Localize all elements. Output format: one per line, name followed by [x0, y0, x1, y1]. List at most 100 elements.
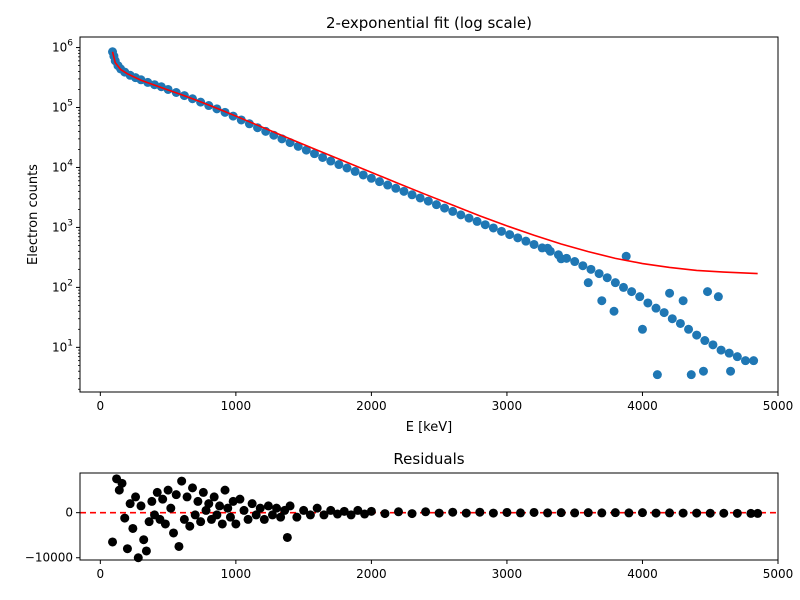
main-chart-point — [318, 152, 328, 162]
main-chart-point — [448, 206, 458, 216]
main-chart-point — [586, 264, 596, 274]
residuals-chart-point — [276, 512, 286, 522]
main-chart-point — [602, 273, 612, 283]
residuals-chart-x-axis: 0 1000 2000 3000 4000 5000 — [97, 560, 793, 581]
main-chart-point — [621, 251, 631, 261]
residuals-chart-point — [182, 492, 192, 502]
residuals-chart-point — [217, 519, 227, 529]
residuals-chart-x-tick-label: 2000 — [356, 567, 387, 581]
main-chart-point — [635, 292, 645, 302]
residuals-chart-point — [665, 508, 675, 518]
main-chart-point — [684, 324, 694, 334]
main-chart-x-tick-label: 0 — [97, 399, 105, 413]
residuals-chart-point — [502, 507, 512, 517]
main-chart-point — [431, 200, 441, 210]
residuals-chart-point — [125, 499, 135, 509]
main-chart-y-axis: 101 102 103 104 105 106 — [52, 39, 80, 390]
residuals-chart-point — [719, 508, 729, 518]
residuals-chart-point — [282, 532, 292, 542]
residuals-chart-point — [543, 508, 553, 518]
residuals-chart-point — [141, 546, 151, 556]
main-chart-point — [749, 356, 759, 366]
main-chart-point — [513, 233, 523, 243]
residuals-chart-x-tick-label: 4000 — [627, 567, 658, 581]
residuals-chart-point — [177, 476, 187, 486]
main-chart-point — [293, 141, 303, 151]
main-chart-point — [309, 149, 319, 159]
residuals-chart-point — [169, 528, 179, 538]
residuals-chart-x-tick-label: 3000 — [492, 567, 523, 581]
residuals-chart-point — [158, 494, 168, 504]
residuals-chart-y-tick-label: −10000 — [25, 551, 73, 565]
residuals-chart-point — [117, 478, 127, 488]
residuals-chart-point — [108, 537, 118, 547]
residuals-chart-point — [201, 505, 211, 515]
main-chart-x-tick-label: 1000 — [221, 399, 252, 413]
residuals-chart-y-tick-label: 0 — [65, 506, 73, 520]
main-chart-point — [627, 287, 637, 297]
residuals-chart-point — [583, 508, 593, 518]
residuals-chart-point — [228, 496, 238, 506]
main-chart-point — [480, 220, 490, 230]
residuals-chart-point — [624, 508, 634, 518]
main-chart-marks — [108, 47, 759, 380]
main-chart-point — [708, 340, 718, 350]
main-chart-point — [667, 314, 677, 324]
residuals-chart-point — [174, 541, 184, 551]
residuals-chart-point — [529, 507, 539, 517]
main-chart-point — [732, 352, 742, 362]
main-chart-y-label: Electron counts — [26, 164, 41, 265]
residuals-chart-point — [515, 508, 525, 518]
residuals-chart-point — [231, 519, 241, 529]
main-chart-point — [456, 210, 466, 220]
residuals-chart-title: Residuals — [393, 450, 464, 468]
main-chart-point — [659, 308, 669, 318]
main-chart-point — [301, 145, 311, 155]
main-chart-point — [556, 254, 566, 264]
main-chart-point — [497, 226, 507, 236]
residuals-chart-point — [179, 514, 189, 524]
residuals-chart-point — [346, 510, 356, 520]
residuals-chart-point — [705, 508, 715, 518]
residuals-chart-point — [225, 512, 235, 522]
residuals-chart-point — [166, 503, 176, 513]
residuals-chart-point — [133, 553, 143, 563]
residuals-chart-point — [461, 508, 471, 518]
residuals-chart-point — [171, 490, 181, 500]
residuals-chart-point — [678, 508, 688, 518]
residuals-chart-point — [333, 509, 343, 519]
main-chart-point — [651, 303, 661, 313]
residuals-chart-point — [215, 501, 225, 511]
main-chart-point — [423, 196, 433, 206]
residuals-chart-point — [122, 544, 132, 554]
residuals-chart-point — [475, 507, 485, 517]
main-chart-y-tick-label: 103 — [52, 218, 73, 234]
main-chart-point — [570, 257, 580, 267]
main-chart-point — [342, 163, 352, 173]
residuals-chart-point — [190, 510, 200, 520]
residuals-chart-point — [637, 508, 647, 518]
residuals-chart-point — [448, 507, 458, 517]
main-chart-x-tick-label: 4000 — [627, 399, 658, 413]
residuals-chart-point — [380, 509, 390, 519]
residuals-chart-point — [196, 517, 206, 527]
residuals-chart-point — [185, 521, 195, 531]
main-chart-y-tick-label: 106 — [52, 39, 73, 55]
main-chart-y-tick-label: 102 — [52, 278, 73, 294]
residuals-chart-point — [209, 492, 219, 502]
main-chart-point — [391, 183, 401, 193]
main-chart-point — [350, 166, 360, 176]
main-chart-point — [375, 177, 385, 187]
main-chart-point — [610, 278, 620, 288]
main-chart-fit-line — [111, 51, 758, 275]
residuals-chart-point — [163, 485, 173, 495]
residuals-chart-point — [692, 508, 702, 518]
residuals-chart-x-tick-label: 0 — [97, 567, 105, 581]
residuals-chart-point — [267, 510, 277, 520]
residuals-chart-point — [223, 503, 233, 513]
residuals-chart-point — [394, 507, 404, 517]
residuals-chart-point — [319, 510, 329, 520]
residuals-chart-point — [204, 499, 214, 509]
main-chart-y-tick-label: 104 — [52, 158, 73, 174]
